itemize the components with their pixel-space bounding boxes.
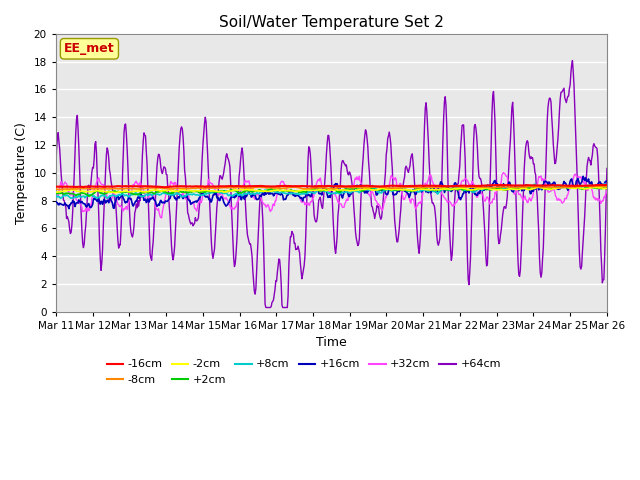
Legend: -16cm, -8cm, -2cm, +2cm, +8cm, +16cm, +32cm, +64cm: -16cm, -8cm, -2cm, +2cm, +8cm, +16cm, +3… [102, 355, 506, 389]
Text: EE_met: EE_met [64, 42, 115, 55]
X-axis label: Time: Time [316, 336, 347, 349]
Title: Soil/Water Temperature Set 2: Soil/Water Temperature Set 2 [219, 15, 444, 30]
Y-axis label: Temperature (C): Temperature (C) [15, 122, 28, 224]
